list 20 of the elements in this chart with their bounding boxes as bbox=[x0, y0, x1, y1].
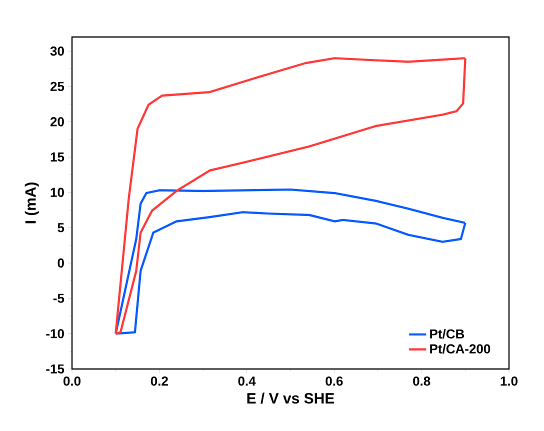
x-tick-label: 0.8 bbox=[413, 376, 430, 386]
y-tick-label: -10 bbox=[46, 329, 64, 338]
y-tick-label: 25 bbox=[50, 82, 64, 92]
x-tick-label: 0.0 bbox=[63, 376, 81, 386]
y-tick-label: 15 bbox=[50, 152, 64, 162]
y-tick-label: 20 bbox=[50, 117, 64, 126]
y-tick-label: -15 bbox=[46, 364, 64, 374]
x-axis-title: E / V vs SHE bbox=[247, 392, 334, 404]
y-tick-label: 30 bbox=[50, 46, 64, 56]
y-tick-label: -5 bbox=[53, 294, 64, 303]
y-tick-label: 5 bbox=[58, 223, 64, 232]
x-tick-label: 1.0 bbox=[500, 376, 518, 386]
x-tick-label: 0.2 bbox=[150, 376, 168, 386]
x-tick-label: 0.4 bbox=[238, 376, 256, 386]
x-tick-label: 0.6 bbox=[326, 376, 343, 386]
legend-label: Pt/CB bbox=[430, 328, 464, 339]
legend-label: Pt/CA-200 bbox=[430, 344, 490, 354]
y-axis-title: I (mA) bbox=[24, 182, 39, 224]
y-tick-label: 10 bbox=[50, 188, 64, 197]
y-tick-label: 0 bbox=[58, 258, 64, 268]
